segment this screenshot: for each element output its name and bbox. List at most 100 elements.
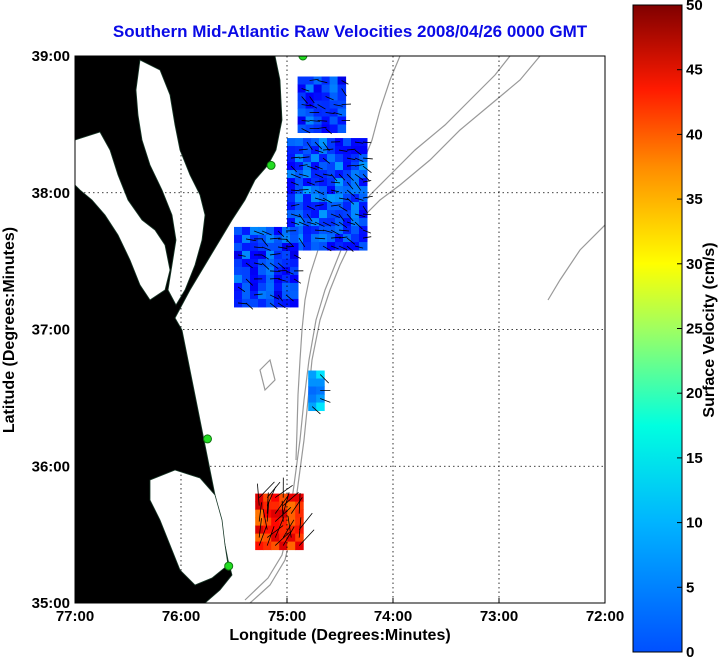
grid-lines [75, 56, 605, 603]
current-vector [309, 78, 319, 81]
velocity-cell [290, 282, 299, 292]
velocity-cell [266, 226, 275, 236]
x-tick-label: 73:00 [480, 608, 518, 625]
velocity-cell [258, 298, 267, 308]
velocity-cell [287, 533, 296, 543]
current-vector [314, 165, 323, 170]
velocity-cell [313, 84, 323, 94]
velocity-cell [242, 282, 251, 292]
velocity-cell [234, 234, 243, 244]
velocity-cell [295, 533, 304, 543]
current-vector [314, 204, 324, 207]
velocity-cell [255, 501, 264, 511]
velocity-cell [319, 178, 328, 187]
current-vector [277, 246, 288, 249]
radar-stations [203, 56, 308, 571]
current-vector [314, 221, 325, 227]
current-vector [354, 197, 364, 201]
velocity-cell [282, 250, 291, 260]
velocity-cell [303, 170, 312, 179]
current-vector [237, 286, 246, 293]
velocity-cell [263, 525, 272, 535]
velocity-cell [308, 386, 317, 396]
current-vector [362, 180, 372, 183]
current-vector [325, 112, 335, 114]
velocity-cell [279, 525, 288, 535]
velocity-cell [255, 533, 264, 543]
velocity-cell [335, 162, 344, 171]
velocity-cell [287, 194, 296, 203]
velocity-cell [242, 266, 251, 276]
current-vector [322, 148, 334, 151]
current-vector [298, 148, 308, 151]
current-vector [338, 229, 350, 232]
velocity-cell [295, 493, 304, 503]
y-axis: 39:00 38:00 37:00 36:00 35:00 [32, 48, 80, 612]
current-vector [261, 230, 272, 236]
velocity-cell [258, 266, 267, 276]
colorbar-tick-label: 20 [686, 385, 703, 402]
current-vector [245, 278, 253, 286]
velocity-cell [359, 242, 368, 251]
current-vector [346, 157, 356, 161]
velocity-cell [255, 493, 264, 503]
velocity-cell [295, 517, 304, 527]
velocity-cell [303, 146, 312, 155]
x-tick-label: 76:00 [162, 608, 200, 625]
velocity-cell [351, 234, 360, 243]
radar-station [298, 56, 308, 61]
current-vector [354, 221, 363, 230]
velocity-cell [319, 186, 328, 195]
velocity-cell [282, 258, 291, 268]
current-vector [253, 293, 263, 296]
current-vector [333, 104, 343, 107]
colorbar-tick-label: 0 [686, 644, 694, 659]
velocity-cell [287, 493, 296, 503]
current-vector [330, 189, 340, 193]
velocity-cell [290, 290, 299, 300]
velocity-cell [337, 92, 347, 102]
velocity-cell [250, 298, 259, 308]
current-vector [346, 189, 355, 197]
velocity-cell [335, 186, 344, 195]
velocity-cell [250, 282, 259, 292]
current-vector [245, 238, 257, 242]
current-vector [269, 253, 281, 256]
current-vector [290, 221, 300, 225]
velocity-cell [279, 517, 288, 527]
radar-station [224, 561, 234, 571]
current-vector [309, 96, 315, 104]
velocity-cell [303, 242, 312, 251]
velocity-cell [337, 108, 347, 118]
current-vector [362, 157, 373, 160]
current-vector [306, 221, 317, 225]
velocity-cell [263, 493, 272, 503]
velocity-cell [316, 378, 325, 388]
current-vector [253, 230, 264, 236]
current-vector [314, 197, 326, 202]
velocity-cell [305, 84, 315, 94]
current-vector [338, 213, 345, 222]
y-tick-label: 39:00 [32, 48, 70, 65]
velocity-cell [263, 517, 272, 527]
velocity-cell [295, 202, 304, 211]
current-vector [274, 495, 289, 514]
velocity-cell [279, 493, 288, 503]
colorbar [632, 4, 683, 653]
current-vector [346, 181, 354, 190]
colorbar-tick-label: 30 [686, 256, 703, 273]
colorbar-tick-label: 35 [686, 191, 703, 208]
velocity-cell [335, 154, 344, 163]
velocity-cell [343, 138, 352, 147]
current-vector [298, 529, 315, 546]
velocity-cell [274, 282, 283, 292]
y-tick-label: 38:00 [32, 185, 70, 202]
colorbar-tick-label: 5 [686, 579, 694, 596]
current-vector [269, 237, 281, 240]
current-vector [338, 173, 346, 181]
radar-station [203, 434, 212, 444]
current-vector [354, 173, 364, 181]
velocity-cell [303, 226, 312, 235]
current-vector [322, 229, 333, 234]
velocity-cell [316, 402, 325, 412]
